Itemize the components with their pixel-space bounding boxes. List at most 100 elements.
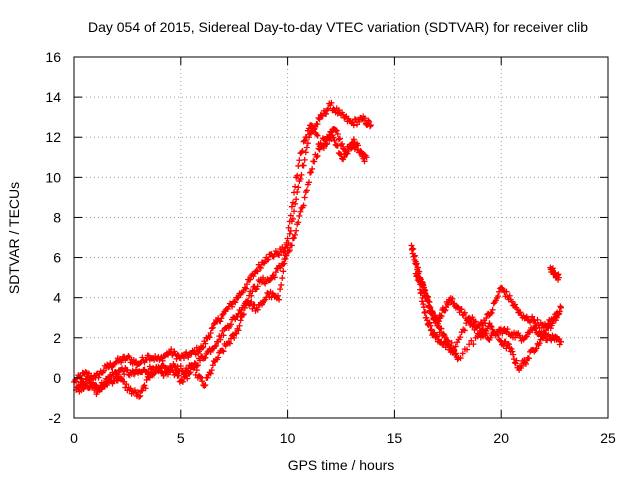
data-point [286,247,293,254]
data-point [414,264,421,271]
data-point [464,346,471,353]
data-point [286,230,293,237]
data-point [236,322,243,329]
data-point [518,362,525,369]
data-point [178,377,185,384]
data-point [428,326,435,333]
data-series [547,264,562,283]
data-point [483,315,490,322]
data-point [124,367,131,374]
data-point [335,106,342,113]
data-point [549,320,556,327]
data-point [197,357,204,364]
data-point [237,317,244,324]
x-axis-label: GPS time / hours [287,457,395,473]
data-point [201,382,208,389]
data-point [452,343,459,350]
data-point [456,309,463,316]
data-point [168,346,175,353]
data-point [499,330,506,337]
data-point [339,140,346,147]
data-point [458,306,465,313]
data-point [241,284,248,291]
data-point [457,355,464,362]
data-point [342,114,349,121]
data-point [325,105,332,112]
data-point [139,387,146,394]
data-point [137,392,144,399]
data-point [334,130,341,137]
data-point [434,333,441,340]
data-point [264,289,271,296]
data-point [274,251,281,258]
data-point [299,147,306,154]
data-point [367,122,374,129]
data-point [505,341,512,348]
data-point [161,353,168,360]
data-point [292,183,299,190]
data-point [366,118,373,125]
data-point [320,145,327,152]
data-point [232,299,239,306]
data-point [285,224,292,231]
data-series [73,122,368,400]
data-point [217,318,224,325]
y-tick-label: 0 [53,370,61,386]
data-point [504,326,511,333]
data-point [422,308,429,315]
data-point [444,341,451,348]
data-point [244,281,251,288]
data-point [350,122,357,129]
data-point [452,350,459,357]
data-point [80,386,87,393]
data-point [98,386,105,393]
data-point [472,318,479,325]
data-point [210,321,217,328]
data-point [177,363,184,370]
data-point [445,342,452,349]
data-point [295,162,302,169]
data-point [529,313,536,320]
data-point [249,288,256,295]
data-point [82,368,89,375]
data-point [320,107,327,114]
data-point [429,309,436,316]
data-point [493,329,500,336]
data-point [219,311,226,318]
data-point [356,118,363,125]
data-point [558,338,565,345]
data-point [416,268,423,275]
data-series [412,270,565,353]
data-point [509,348,516,355]
data-point [459,350,466,357]
tick-label-layer: -2 0 2 4 6 8 10 12 14 16 0 5 10 15 20 25 [45,49,616,446]
chart-title: Day 054 of 2015, Sidereal Day-to-day VTE… [87,19,589,35]
data-point [301,156,308,163]
data-point [355,142,362,149]
data-point [292,231,299,238]
data-point [202,340,209,347]
y-tick-label: 6 [53,250,61,266]
data-point [508,298,515,305]
data-series [71,99,374,385]
data-point [202,381,209,388]
data-point [130,371,137,378]
frame-layer [73,56,609,419]
data-point [112,373,119,380]
data-point [451,300,458,307]
data-point [351,146,358,153]
data-point [207,330,214,337]
data-point [218,315,225,322]
data-point [512,360,519,367]
y-tick-label: 2 [53,330,61,346]
data-point [431,313,438,320]
data-point [427,304,434,311]
data-point [522,360,529,367]
data-point [286,218,293,225]
data-point [198,374,205,381]
data-point [287,227,294,234]
data-point [175,372,182,379]
data-point [183,349,190,356]
data-point [279,244,286,251]
